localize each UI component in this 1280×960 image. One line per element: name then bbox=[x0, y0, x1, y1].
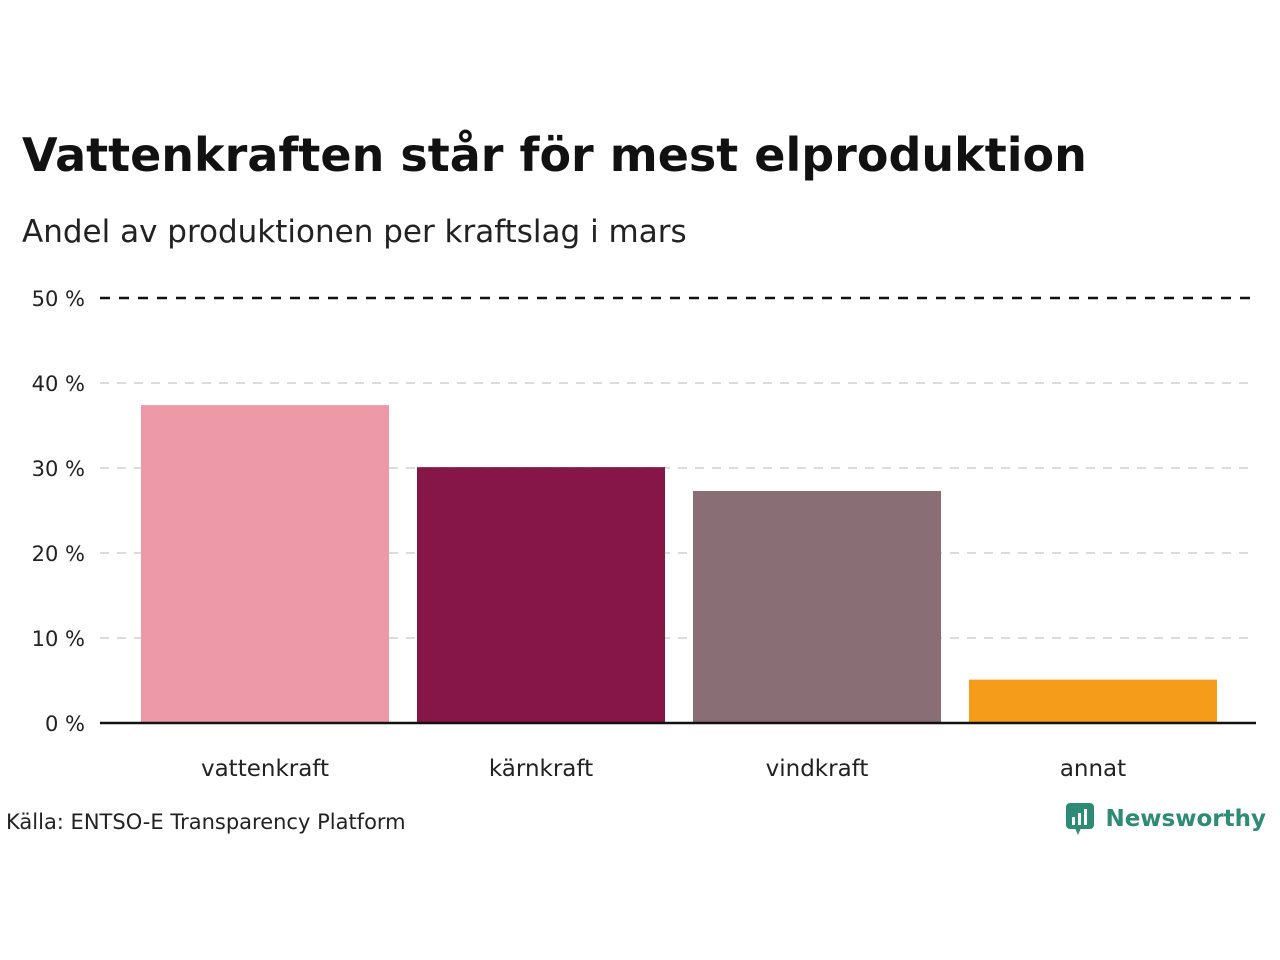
y-tick-label: 40 % bbox=[32, 372, 85, 396]
y-tick-label: 30 % bbox=[32, 457, 85, 481]
y-tick-label: 10 % bbox=[32, 627, 85, 651]
x-category-label: vattenkraft bbox=[201, 756, 329, 782]
brand-logo[interactable]: Newsworthy bbox=[1065, 802, 1266, 836]
chart-subtitle: Andel av produktionen per kraftslag i ma… bbox=[22, 214, 687, 250]
brand-name: Newsworthy bbox=[1105, 806, 1266, 832]
bar-kärnkraft[interactable] bbox=[417, 467, 665, 723]
chart-title: Vattenkraften står för mest elproduktion bbox=[22, 128, 1087, 182]
x-category-label: kärnkraft bbox=[489, 756, 593, 782]
x-category-label: vindkraft bbox=[766, 756, 869, 782]
newsworthy-logo-icon bbox=[1066, 803, 1095, 835]
y-tick-label: 20 % bbox=[32, 542, 85, 566]
source-note: Källa: ENTSO-E Transparency Platform bbox=[6, 810, 406, 834]
y-tick-label: 0 % bbox=[45, 712, 85, 736]
x-category-label: annat bbox=[1060, 756, 1126, 782]
bar-vattenkraft[interactable] bbox=[141, 405, 389, 723]
bar-annat[interactable] bbox=[969, 679, 1217, 723]
y-tick-label: 50 % bbox=[32, 287, 85, 311]
bar-vindkraft[interactable] bbox=[693, 490, 941, 723]
